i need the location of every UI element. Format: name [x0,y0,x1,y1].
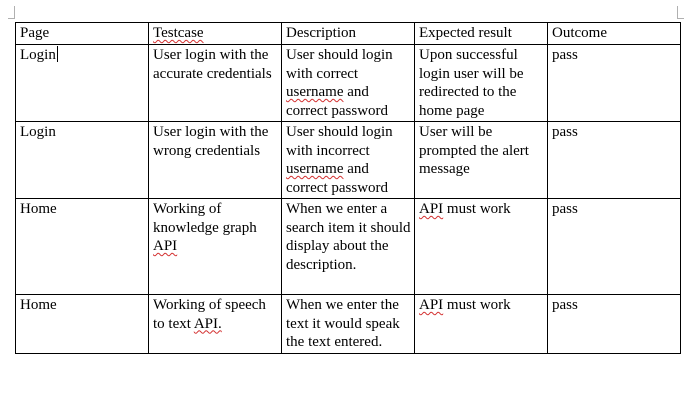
cell-expected-result[interactable]: API must work [414,294,548,354]
table-row: Home Working of speech to text API. When… [15,294,681,354]
cell-outcome-text: pass [552,124,578,140]
cell-outcome[interactable]: pass [547,44,681,122]
cell-page[interactable]: Login [15,44,149,122]
cell-outcome-text: pass [552,297,578,313]
header-description-text: Description [286,25,356,41]
cell-description[interactable]: When we enter the text it would speak th… [281,294,415,354]
header-outcome[interactable]: Outcome [547,22,681,45]
page-top-edge [0,0,692,8]
header-description[interactable]: Description [281,22,415,45]
cell-outcome[interactable]: pass [547,121,681,199]
cell-description-flagged-word: username [286,84,344,100]
cell-expected-result[interactable]: User will be prompted the alert message [414,121,548,199]
cell-expected-text: Upon successful login user will be redir… [419,47,524,119]
text-boundary-corner-right [677,6,684,19]
cell-expected-flagged-word: API [419,297,444,313]
cell-expected-result[interactable]: API must work [414,198,548,295]
table-header-row: Page Testcase Description Expected resul… [15,22,681,45]
cell-testcase[interactable]: Working of speech to text API. [148,294,282,354]
cell-description-text: User should login with incorrect [286,124,393,159]
cell-page[interactable]: Home [15,294,149,354]
cell-description-text: When we enter the text it would speak th… [286,297,400,350]
text-boundary-corner-left [8,6,15,19]
text-cursor [56,46,58,62]
cell-testcase-text: Working of knowledge graph [153,201,257,236]
cell-testcase-text: User login with the wrong credentials [153,124,269,159]
cell-page-text: Home [20,297,57,313]
header-page-text: Page [20,25,50,41]
cell-testcase[interactable]: User login with the accurate credentials [148,44,282,122]
cell-description-text: When we enter a search item it should di… [286,201,411,273]
header-page[interactable]: Page [15,22,149,45]
table-row: Login User login with the wrong credenti… [15,121,681,199]
cell-description-text-end: and correct password [286,161,389,196]
cell-page-text: Login [20,47,56,63]
cell-testcase-text: Working of speech to text [153,297,266,332]
cell-testcase-flagged-word: API. [193,315,222,332]
test-case-table[interactable]: Page Testcase Description Expected resul… [15,22,681,354]
table-row: Login User login with the accurate crede… [15,44,681,122]
cell-outcome[interactable]: pass [547,294,681,354]
cell-description-flagged-word: username [286,161,344,177]
cell-outcome[interactable]: pass [547,198,681,295]
cell-testcase[interactable]: Working of knowledge graph API [148,198,282,295]
header-outcome-text: Outcome [552,25,607,41]
cell-outcome-text: pass [552,47,578,63]
cell-page-text: Home [20,201,57,217]
cell-description[interactable]: User should login with correct username … [281,44,415,122]
header-expected-result[interactable]: Expected result [414,22,548,45]
cell-testcase-text: User login with the accurate credentials [153,47,272,82]
cell-description[interactable]: When we enter a search item it should di… [281,198,415,295]
cell-expected-text: must work [443,201,511,217]
cell-expected-text: must work [443,297,511,313]
cell-expected-flagged-word: API [419,201,444,217]
cell-testcase[interactable]: User login with the wrong credentials [148,121,282,199]
cell-page[interactable]: Login [15,121,149,199]
cell-expected-result[interactable]: Upon successful login user will be redir… [414,44,548,122]
header-testcase-text: Testcase [153,25,204,41]
cell-description-text-end: and correct password [286,84,389,119]
cell-description-text: User should login with correct [286,47,393,82]
cell-expected-text: User will be prompted the alert message [419,124,529,177]
table-row: Home Working of knowledge graph API When… [15,198,681,295]
header-testcase[interactable]: Testcase [148,22,282,45]
cell-page[interactable]: Home [15,198,149,295]
cell-outcome-text: pass [552,201,578,217]
cell-testcase-flagged-word: API [153,238,178,254]
cell-description[interactable]: User should login with incorrect usernam… [281,121,415,199]
header-expected-text: Expected result [419,25,512,41]
cell-page-text: Login [20,124,56,140]
